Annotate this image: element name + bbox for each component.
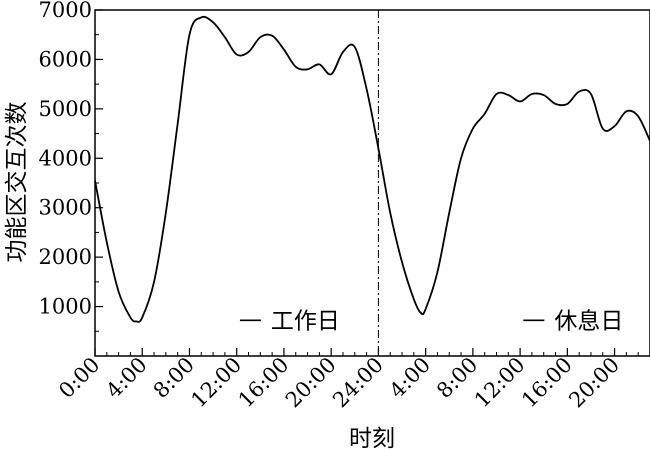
annotations: 工作日 休息日 — [239, 308, 623, 334]
x-tick-label: 16:00 — [234, 353, 294, 413]
x-tick-label: 20:00 — [564, 353, 624, 413]
y-tick-label: 5000 — [39, 97, 92, 121]
x-tick-label: 4:00 — [101, 353, 151, 403]
x-axis-title: 时刻 — [349, 426, 395, 451]
x-tick-label: 12:00 — [470, 353, 530, 413]
x-tick-label: 16:00 — [517, 353, 577, 413]
x-tick-label: 24:00 — [328, 353, 388, 413]
plot-area — [94, 9, 650, 357]
x-tick-label: 4:00 — [385, 353, 435, 403]
y-tick-label: 1000 — [39, 295, 92, 319]
x-tick-label: 0:00 — [54, 353, 104, 403]
y-tick-label: 3000 — [39, 196, 92, 220]
series-line — [94, 15, 650, 323]
y-axis-title: 功能区交互次数 — [4, 102, 30, 263]
annotation-label: 工作日 — [271, 308, 340, 334]
plot-frame — [94, 9, 650, 357]
annotation-label: 休息日 — [554, 308, 623, 334]
y-tick-label: 2000 — [39, 245, 92, 269]
x-tick-label: 12:00 — [186, 353, 246, 413]
annotation: 工作日 — [239, 308, 340, 334]
x-tick-label: 20:00 — [281, 353, 341, 413]
y-axis: 1000 2000 3000 4000 5000 6000 7000 — [39, 0, 103, 332]
x-axis: 0:004:008:0012:0016:0020:0024:004:008:00… — [54, 348, 650, 412]
y-tick-label: 4000 — [39, 146, 92, 170]
y-tick-label: 6000 — [39, 47, 92, 71]
y-tick-label: 7000 — [39, 0, 92, 22]
annotation: 休息日 — [523, 308, 623, 334]
